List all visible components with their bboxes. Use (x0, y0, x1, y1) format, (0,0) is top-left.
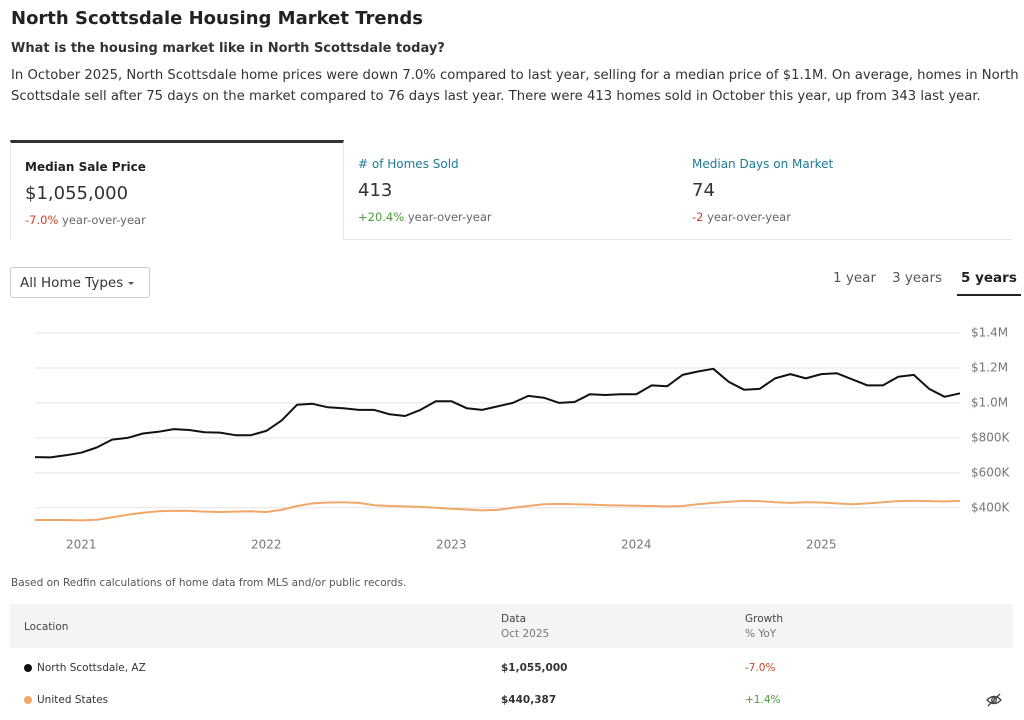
stat-value: 74 (692, 180, 715, 201)
change-suffix: year-over-year (62, 213, 146, 227)
range-button[interactable]: 5 years (957, 268, 1021, 296)
x-tick-label: 2021 (66, 538, 97, 552)
change-value: -2 (692, 210, 704, 224)
data-value: $440,387 (501, 694, 557, 706)
growth-value: +1.4% (745, 694, 781, 706)
location: North Scottsdale, AZ (37, 662, 146, 674)
x-tick-label: 2024 (621, 538, 652, 552)
x-tick-label: 2025 (806, 538, 837, 552)
stat-tab[interactable]: # of Homes Sold 413 +20.4% year-over-year (344, 140, 678, 240)
change-value: +20.4% (358, 210, 405, 224)
legend-dot (24, 696, 32, 704)
stat-tab[interactable]: Median Days on Market 74 -2 year-over-year (678, 140, 1012, 240)
footnote: Based on Redfin calculations of home dat… (11, 577, 407, 589)
column-header: Location (24, 621, 69, 633)
location: United States (37, 694, 109, 706)
stat-tab[interactable]: Median Sale Price $1,055,000 -7.0% year-ov… (10, 140, 344, 240)
column-header: % YoY (745, 628, 777, 640)
range-button[interactable]: 3 years (892, 270, 943, 286)
stat-label: # of Homes Sold (358, 157, 459, 171)
series-line (35, 499, 961, 522)
y-tick-label: $1.0M (971, 395, 1008, 409)
stat-label: Median Days on Market (692, 157, 834, 171)
change-value: -7.0% (25, 213, 59, 227)
stat-value: 413 (358, 180, 393, 201)
change-suffix: year-over-year (407, 210, 492, 224)
change-suffix: year-over-year (707, 210, 791, 224)
stat-label: Median Sale Price (25, 160, 146, 174)
stat-value: $1,055,000 (25, 183, 129, 204)
y-tick-label: $600K (971, 465, 1011, 479)
column-header: Growth (745, 613, 784, 625)
page-title: North Scottsdale Housing Market Trends (11, 8, 423, 29)
chart: $400K $600K $800K $1.0M $1.2M $1.4M 2021 2022 20… (34, 326, 1011, 552)
range-button[interactable]: 1 year (833, 270, 876, 286)
table-header (10, 604, 1013, 648)
growth-value: -7.0% (745, 662, 776, 674)
stat-change: +20.4% year-over-year (358, 210, 492, 224)
y-tick-label: $1.4M (971, 326, 1008, 340)
series-line (34, 367, 961, 459)
column-header: Data (501, 613, 527, 625)
subtitle: What is the housing market like in North… (11, 41, 445, 56)
y-tick-label: $1.2M (971, 360, 1008, 374)
y-tick-label: $800K (971, 430, 1011, 444)
summary-line: In October 2025, North Scottsdale home p… (11, 68, 1019, 83)
home-type-dropdown[interactable]: All Home Types (10, 267, 150, 298)
y-tick-label: $400K (971, 500, 1011, 514)
column-header: Oct 2025 (501, 628, 550, 640)
x-tick-label: 2023 (436, 538, 467, 552)
legend-dot (24, 664, 32, 672)
hide-icon[interactable] (986, 692, 1002, 708)
stat-change: -7.0% year-over-year (25, 213, 146, 227)
x-tick-label: 2022 (251, 538, 282, 552)
data-value: $1,055,000 (501, 662, 568, 674)
stat-change: -2 year-over-year (692, 210, 791, 224)
summary-line: Scottsdale sell after 75 days on the mar… (11, 89, 981, 104)
